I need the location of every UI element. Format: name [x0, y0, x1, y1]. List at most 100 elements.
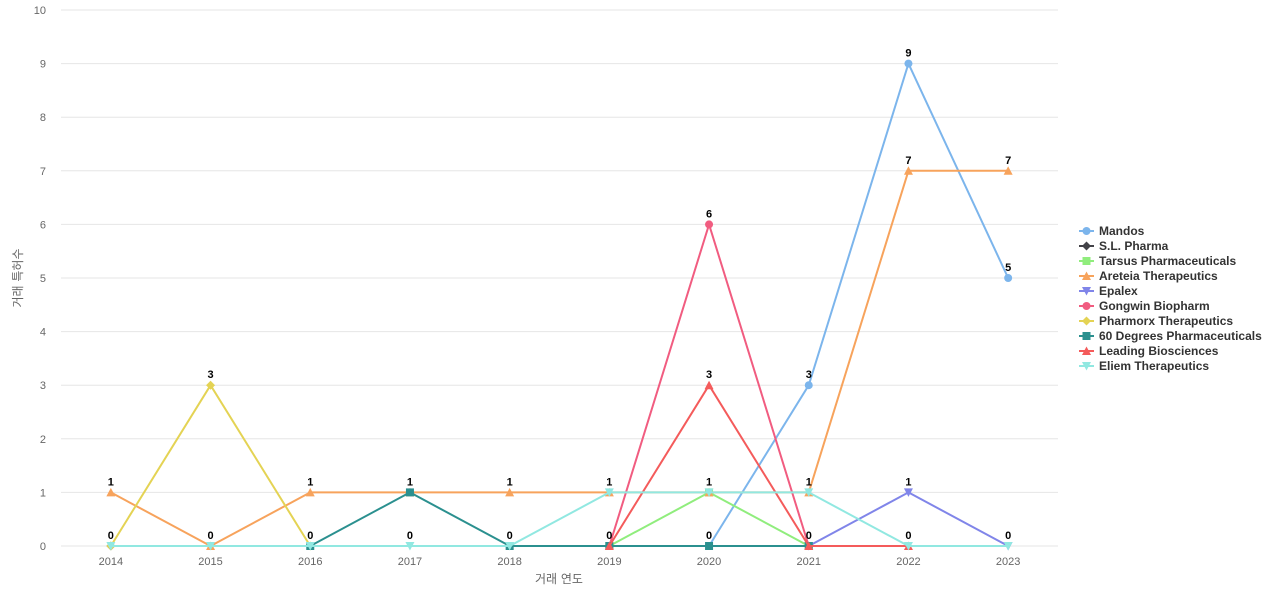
data-label: 5: [1005, 262, 1011, 274]
data-point[interactable]: [704, 380, 714, 390]
data-label: 0: [307, 530, 313, 542]
data-point[interactable]: [704, 488, 714, 497]
data-point[interactable]: [705, 220, 714, 229]
x-tick-label: 2017: [398, 556, 422, 568]
legend-marker[interactable]: [1082, 332, 1091, 340]
data-point[interactable]: [405, 488, 414, 497]
data-label: 0: [207, 530, 213, 542]
data-label: 7: [905, 155, 911, 167]
x-tick-label: 2021: [797, 556, 821, 568]
legend-label: 60 Degrees Pharmaceuticals: [1099, 329, 1262, 343]
data-point[interactable]: [1003, 542, 1013, 551]
legend-item[interactable]: Leading Biosciences: [1079, 344, 1219, 358]
x-tick-label: 2019: [597, 556, 621, 568]
data-point[interactable]: [904, 59, 913, 68]
series-mandos: [705, 59, 1013, 550]
data-point[interactable]: [705, 542, 714, 550]
data-labels: 1 0 3 0 1 0 1 0 1 0 1 0 6 3 1 0 3 1 0 9 7 1 0 7 5 0: [108, 48, 1011, 542]
data-label: 1: [507, 476, 513, 488]
legend-item[interactable]: Tarsus Pharmaceuticals: [1079, 254, 1237, 268]
data-point[interactable]: [106, 542, 116, 551]
legend-label: S.L. Pharma: [1099, 239, 1169, 253]
legend-marker[interactable]: [1082, 316, 1091, 326]
data-point[interactable]: [206, 542, 216, 551]
y-tick-label: 0: [40, 541, 46, 553]
data-point[interactable]: [804, 488, 814, 497]
legend-label: Pharmorx Therapeutics: [1099, 314, 1233, 328]
series-pharmorx-therapeutics: [106, 380, 315, 551]
x-tick-label: 2014: [99, 556, 123, 568]
data-point[interactable]: [405, 542, 415, 551]
x-tick-label: 2020: [697, 556, 721, 568]
y-axis-title: 거래 특허수: [11, 248, 25, 307]
x-tick-label: 2022: [896, 556, 920, 568]
legend-item[interactable]: 60 Degrees Pharmaceuticals: [1079, 329, 1262, 343]
x-axis-title: 거래 연도: [535, 572, 583, 586]
y-tick-label: 3: [40, 380, 46, 392]
data-label: 0: [108, 530, 114, 542]
series-line: [109, 384, 312, 547]
legend-item[interactable]: Areteia Therapeutics: [1079, 269, 1218, 283]
data-label: 0: [407, 530, 413, 542]
legend-label: Leading Biosciences: [1099, 344, 1219, 358]
data-point[interactable]: [903, 166, 913, 175]
data-point[interactable]: [206, 380, 216, 390]
legend-marker[interactable]: [1082, 241, 1091, 251]
data-point[interactable]: [305, 542, 315, 551]
data-label: 1: [108, 476, 114, 488]
legend-item[interactable]: Eliem Therapeutics: [1079, 359, 1209, 373]
series-lines: [106, 59, 1013, 551]
data-point[interactable]: [903, 542, 913, 551]
data-label: 0: [507, 530, 513, 542]
x-axis-ticks: 2014 2015 2016 2017 2018 2019 2020 2021 2022 2023: [99, 556, 1021, 568]
data-point[interactable]: [106, 487, 116, 497]
legend-marker[interactable]: [1082, 257, 1091, 265]
legend-label: Mandos: [1099, 224, 1145, 238]
legend-item[interactable]: Pharmorx Therapeutics: [1079, 314, 1233, 328]
y-tick-label: 1: [40, 487, 46, 499]
legend-marker[interactable]: [1082, 362, 1091, 371]
data-label: 1: [606, 476, 612, 488]
grid: [61, 9, 1058, 547]
legend-item[interactable]: Gongwin Biopharm: [1079, 299, 1210, 313]
data-point[interactable]: [505, 487, 515, 497]
legend-marker[interactable]: [1082, 227, 1091, 235]
data-label: 1: [905, 476, 911, 488]
legend-label: Tarsus Pharmaceuticals: [1099, 254, 1237, 268]
x-tick-label: 2015: [198, 556, 222, 568]
legend-item[interactable]: Epalex: [1079, 284, 1138, 298]
data-point[interactable]: [903, 488, 913, 497]
legend-marker[interactable]: [1082, 271, 1091, 281]
series-line: [708, 62, 1010, 547]
series-line: [309, 491, 810, 547]
data-point[interactable]: [604, 488, 614, 497]
data-point[interactable]: [804, 541, 814, 551]
y-tick-label: 5: [40, 273, 46, 285]
legend-marker[interactable]: [1082, 302, 1091, 310]
legend-marker[interactable]: [1082, 287, 1091, 296]
data-point[interactable]: [505, 542, 515, 551]
legend-label: Areteia Therapeutics: [1099, 269, 1218, 283]
x-tick-label: 2023: [996, 556, 1020, 568]
data-label: 6: [706, 208, 712, 220]
legend-label: Eliem Therapeutics: [1099, 359, 1209, 373]
y-tick-label: 4: [40, 327, 46, 339]
data-label: 0: [905, 530, 911, 542]
series-line: [109, 169, 1010, 547]
data-label: 9: [905, 48, 911, 60]
data-point[interactable]: [1003, 166, 1013, 175]
data-label: 0: [706, 530, 712, 542]
y-tick-label: 6: [40, 219, 46, 231]
legend-item[interactable]: S.L. Pharma: [1079, 239, 1169, 253]
data-point[interactable]: [305, 487, 315, 497]
data-label: 1: [806, 476, 812, 488]
legend-item[interactable]: Mandos: [1079, 224, 1145, 238]
data-point[interactable]: [604, 541, 614, 551]
data-label: 0: [806, 530, 812, 542]
data-label: 1: [706, 476, 712, 488]
legend-marker[interactable]: [1082, 346, 1091, 356]
data-point[interactable]: [1004, 274, 1013, 282]
x-tick-label: 2016: [298, 556, 322, 568]
data-point[interactable]: [804, 381, 813, 390]
